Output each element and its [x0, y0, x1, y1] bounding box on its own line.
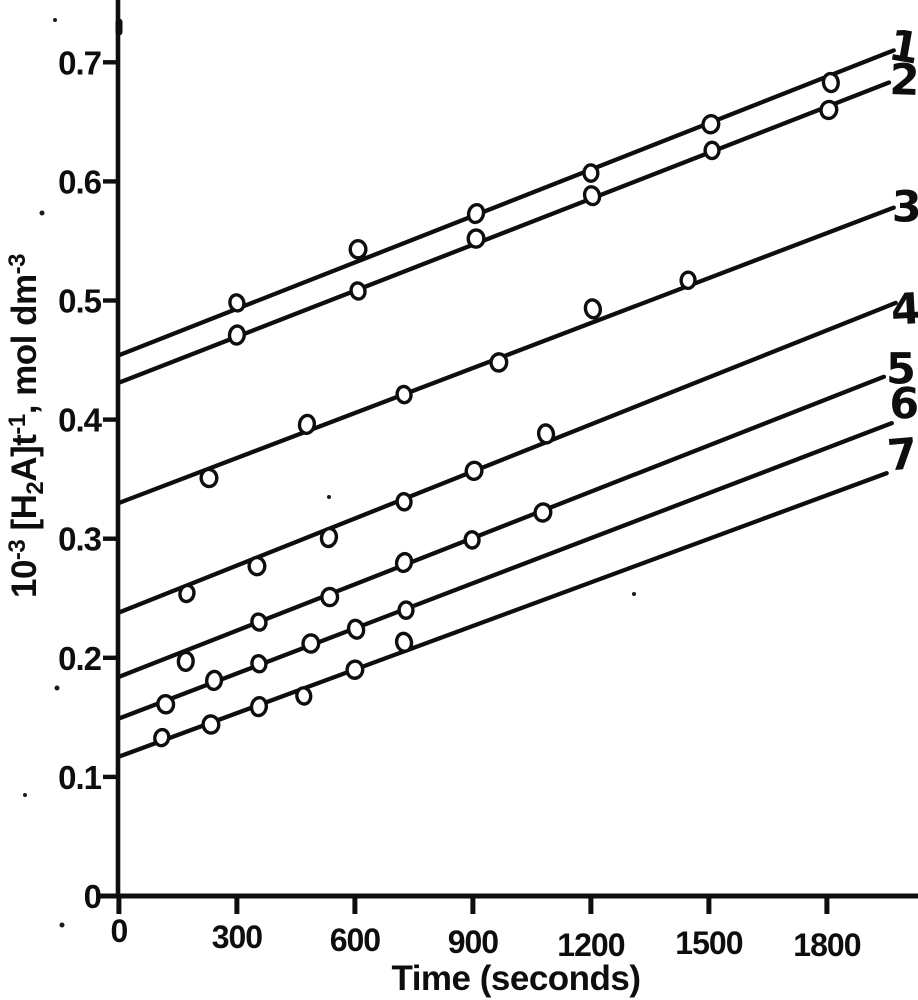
data-point-series-4 — [178, 583, 196, 604]
data-point-series-4 — [395, 491, 413, 512]
data-point-series-2 — [703, 140, 721, 161]
scan-speck — [327, 495, 331, 499]
data-point-series-3 — [297, 413, 317, 436]
scan-speck — [53, 18, 57, 22]
x-tick-label: 300 — [212, 919, 263, 955]
scan-speck — [54, 685, 60, 691]
data-point-series-3 — [583, 298, 603, 320]
series-number-label-5: 5 — [886, 345, 916, 395]
data-point-series-4 — [464, 460, 484, 482]
data-point-series-4 — [536, 423, 556, 445]
x-tick-label: 900 — [448, 924, 499, 960]
data-point-series-6 — [346, 618, 366, 640]
data-point-series-3 — [679, 270, 697, 291]
data-point-series-1 — [228, 293, 246, 313]
data-point-series-7 — [249, 695, 269, 718]
series-number-label-3: 3 — [892, 183, 918, 233]
series-number-label-2: 2 — [889, 55, 918, 106]
data-point-series-7 — [295, 686, 313, 706]
data-point-series-1 — [821, 71, 840, 94]
data-point-series-7 — [345, 659, 365, 680]
data-point-series-6 — [156, 694, 176, 715]
series-number-label-7: 7 — [885, 429, 918, 481]
y-tick-label: 0.1 — [58, 759, 102, 796]
series-line-5 — [116, 374, 887, 680]
data-point-series-6 — [397, 600, 415, 620]
data-point-series-5 — [176, 650, 195, 673]
data-point-series-5 — [250, 612, 268, 632]
x-tick-label: 0 — [111, 913, 128, 949]
series-line-3 — [116, 205, 896, 506]
data-point-series-2 — [227, 324, 246, 346]
x-axis-title: Time (seconds) — [391, 959, 640, 998]
data-point-series-5 — [533, 502, 553, 523]
x-tick-label: 1500 — [675, 925, 742, 961]
data-point-series-4 — [247, 555, 267, 577]
data-point-series-1 — [701, 114, 721, 135]
y-tick-label: 0.3 — [58, 521, 102, 558]
data-point-series-3 — [489, 352, 509, 373]
scan-speck — [632, 592, 636, 596]
series-line-2 — [116, 80, 892, 385]
scan-speck — [59, 922, 65, 928]
data-point-series-3 — [199, 467, 219, 489]
data-point-series-7 — [394, 631, 414, 653]
data-point-series-5 — [394, 551, 414, 574]
data-point-series-2 — [819, 99, 839, 121]
series-number-label-6: 6 — [888, 379, 918, 430]
scan-speck — [23, 793, 27, 797]
x-tick-label: 600 — [330, 922, 381, 958]
data-point-series-4 — [319, 526, 339, 549]
data-point-series-3 — [395, 384, 413, 405]
data-point-series-2 — [466, 228, 486, 249]
x-tick-label: 1800 — [793, 927, 860, 963]
series-line-4 — [116, 300, 898, 615]
y-tick-label: 0 — [84, 878, 101, 915]
data-point-series-7 — [201, 714, 221, 735]
y-tick-label: 0.5 — [58, 283, 102, 320]
series-number-label-4: 4 — [890, 284, 918, 335]
y-tick-label: 0.4 — [58, 402, 103, 439]
data-point-series-1 — [582, 163, 600, 183]
data-point-series-5 — [463, 530, 481, 550]
data-point-series-7 — [153, 727, 171, 748]
data-point-series-1 — [466, 202, 486, 225]
series-line-7 — [116, 471, 889, 759]
scan-speck — [39, 210, 45, 216]
data-point-series-1 — [348, 239, 368, 260]
y-tick-label: 0.7 — [58, 44, 101, 81]
y-tick-label: 0.2 — [58, 640, 102, 677]
data-point-series-6 — [301, 633, 321, 654]
y-tick-label: 0.6 — [58, 163, 102, 200]
data-point-series-2 — [582, 185, 602, 207]
x-tick-label: 1200 — [557, 927, 624, 963]
data-point-series-2 — [349, 281, 367, 301]
data-point-series-6 — [250, 654, 268, 674]
data-point-series-5 — [320, 586, 340, 608]
y-axis-title: 10-3 [H2A]t-1, mol dm-3 — [4, 254, 49, 598]
data-point-series-6 — [205, 669, 224, 692]
series-line-6 — [116, 421, 894, 721]
series-line-1 — [116, 48, 896, 358]
